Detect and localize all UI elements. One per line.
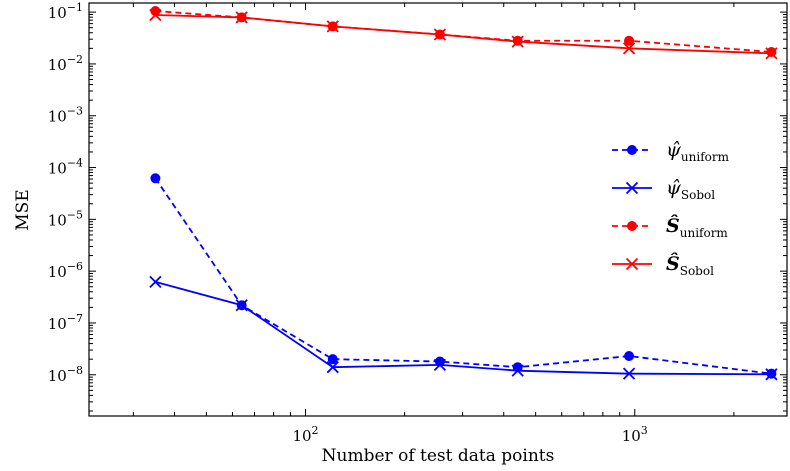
y-tick-label-exponent: −7: [67, 312, 83, 325]
legend-marker: [627, 145, 637, 155]
data-point: [511, 364, 524, 377]
legend-entry: ψ̂uniform: [612, 139, 730, 164]
data-point-stroke-b: [433, 358, 447, 372]
data-point-stroke-b: [511, 35, 524, 48]
data-point: [235, 299, 248, 312]
y-tick-label: 10−1: [48, 1, 83, 22]
legend-label: ŜSobol: [666, 252, 714, 278]
y-tick-label: 10−6: [48, 260, 83, 281]
data-point: [622, 42, 636, 55]
legend-label: ψ̂uniform: [666, 139, 730, 164]
legend-entry: Ŝuniform: [612, 214, 728, 240]
data-point-stroke-b: [235, 11, 248, 24]
data-point-stroke-b: [511, 364, 524, 377]
y-tick-label-exponent: −3: [67, 105, 83, 118]
legend-marker: [627, 221, 637, 231]
x-tick-label-exponent: 3: [641, 424, 648, 437]
y-tick-label-exponent: −2: [67, 53, 83, 66]
data-point-stroke-b: [326, 20, 339, 33]
y-tick-label: 10−4: [48, 157, 83, 178]
data-point: [622, 367, 636, 380]
data-point: [433, 28, 447, 41]
y-tick-label: 10−3: [48, 105, 83, 126]
data-point: [149, 275, 162, 289]
series-1-sobol: [149, 275, 778, 381]
y-tick-label-base: 10: [48, 211, 67, 229]
series-3-sobol: [149, 8, 778, 60]
y-tick-label: 10−7: [48, 312, 83, 333]
data-point: [765, 47, 778, 60]
y-tick-label-exponent: −4: [67, 157, 83, 170]
data-point: [765, 368, 778, 381]
y-tick-label-base: 10: [48, 4, 67, 22]
y-tick-label-exponent: −1: [67, 1, 83, 14]
legend-marker-stroke-b: [625, 181, 639, 195]
data-point: [433, 358, 447, 372]
legend-symbol: ψ̂: [666, 177, 682, 199]
y-tick-label-base: 10: [48, 315, 67, 333]
data-point-stroke-b: [149, 275, 162, 289]
data-point: [235, 11, 248, 24]
data-point: [511, 35, 524, 48]
data-point-stroke-b: [765, 368, 778, 381]
y-tick-label-base: 10: [48, 367, 67, 385]
y-tick-label-base: 10: [48, 263, 67, 281]
legend-entry: ŜSobol: [612, 252, 714, 278]
legend-marker: [625, 181, 639, 195]
data-point-stroke-b: [622, 42, 636, 55]
legend-entry: ψ̂Sobol: [612, 177, 715, 202]
legend-symbol: Ŝ: [666, 214, 680, 237]
data-point-stroke-b: [433, 28, 447, 41]
legend-label: ψ̂Sobol: [666, 177, 715, 202]
data-point-stroke-b: [326, 361, 339, 374]
x-tick-label-base: 10: [622, 427, 641, 445]
data-point: [766, 46, 777, 57]
series-layer: [149, 6, 778, 381]
data-point-stroke-b: [149, 8, 162, 22]
y-tick-label-base: 10: [48, 108, 67, 126]
data-point: [624, 351, 635, 362]
data-point: [624, 35, 635, 46]
y-tick-label-exponent: −6: [67, 260, 83, 273]
axes-frame: [88, 2, 788, 417]
y-tick-label: 10−8: [48, 364, 83, 385]
series-line: [155, 14, 772, 55]
x-axis-title: Number of test data points: [322, 446, 555, 466]
y-tick-label: 10−2: [48, 53, 83, 74]
legend-symbol: ψ̂: [666, 139, 682, 161]
y-tick-label-base: 10: [48, 160, 67, 178]
y-axis-title: MSE: [13, 189, 33, 230]
legend-marker-stroke-b: [625, 257, 639, 271]
y-tick-label-exponent: −8: [67, 364, 83, 377]
legend-subscript: Sobol: [681, 188, 715, 202]
x-tick-label-exponent: 2: [312, 424, 319, 437]
legend-subscript: uniform: [680, 226, 729, 240]
x-tick-label: 103: [622, 424, 648, 445]
legend-marker: [625, 257, 639, 271]
x-tick-label: 102: [292, 424, 318, 445]
data-point-stroke-b: [622, 367, 636, 380]
data-point: [326, 20, 339, 33]
legend-subscript: Sobol: [680, 264, 714, 278]
data-point-stroke-b: [235, 299, 248, 312]
legend-subscript: uniform: [681, 150, 730, 164]
legend-label: Ŝuniform: [666, 214, 728, 240]
data-point-stroke-b: [765, 47, 778, 60]
data-point: [326, 361, 339, 374]
legend-symbol: Ŝ: [666, 252, 680, 275]
x-tick-label-base: 10: [292, 427, 311, 445]
y-tick-label: 10−5: [48, 208, 83, 229]
series-line: [155, 281, 772, 376]
data-point: [150, 173, 161, 184]
data-point: [327, 354, 338, 365]
y-tick-label-base: 10: [48, 56, 67, 74]
y-tick-label-exponent: −5: [67, 208, 83, 221]
data-point: [149, 8, 162, 22]
